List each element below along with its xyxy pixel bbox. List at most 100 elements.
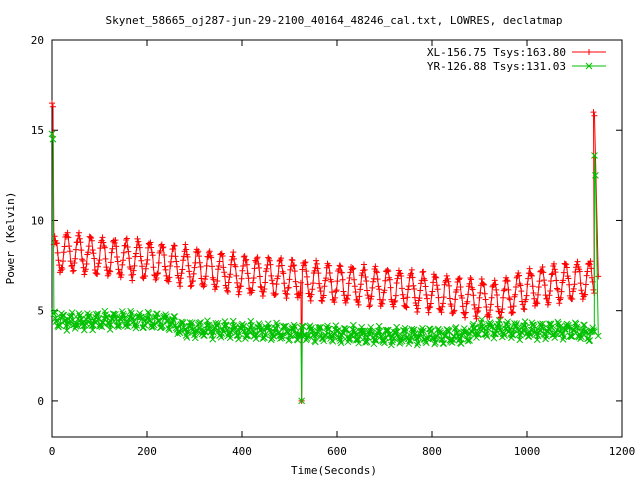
series-point-0 [420, 268, 427, 275]
series-point-0 [503, 277, 510, 284]
series-point-1 [117, 316, 125, 324]
series-point-1 [565, 324, 573, 331]
series-point-1 [72, 322, 80, 330]
series-point-0 [303, 273, 310, 280]
series-point-0 [582, 281, 589, 288]
series-point-1 [145, 310, 153, 317]
series-point-1 [334, 327, 342, 334]
series-point-0 [67, 258, 74, 265]
series-point-1 [317, 323, 325, 331]
series-point-1 [209, 335, 217, 343]
series-point-0 [195, 248, 202, 255]
x-tick-label: 600 [327, 445, 347, 458]
series-point-0 [266, 257, 273, 264]
series-point-0 [428, 292, 435, 299]
series-point-0 [338, 269, 345, 276]
series-point-0 [100, 239, 107, 246]
series-point-0 [309, 286, 316, 293]
series-point-0 [291, 268, 298, 275]
series-point-0 [376, 286, 383, 293]
series-point-0 [202, 273, 209, 280]
series-point-0 [577, 280, 584, 287]
series-point-0 [521, 306, 528, 313]
series-point-1 [291, 323, 299, 331]
series-point-0 [452, 296, 459, 303]
series-point-0 [293, 283, 300, 290]
series-point-0 [569, 295, 576, 302]
series-point-1 [133, 321, 141, 329]
series-point-1 [162, 311, 169, 318]
series-point-0 [482, 296, 489, 303]
series-point-1 [452, 323, 460, 331]
series-point-0 [272, 291, 279, 298]
series-point-1 [51, 308, 59, 316]
series-point-0 [244, 270, 251, 277]
series-point-0 [394, 275, 401, 282]
series-point-0 [571, 281, 578, 288]
series-point-0 [421, 277, 428, 284]
series-point-0 [595, 273, 602, 280]
series-point-1 [172, 322, 179, 329]
series-point-0 [544, 295, 551, 302]
series-point-0 [131, 262, 138, 269]
series-point-1 [159, 322, 166, 330]
series-point-0 [545, 299, 552, 306]
series-point-0 [136, 241, 143, 248]
series-point-1 [235, 330, 243, 337]
series-point-1 [192, 328, 200, 336]
series-point-0 [64, 229, 71, 236]
series-point-0 [342, 299, 349, 306]
series-point-0 [569, 288, 576, 295]
series-point-0 [509, 308, 516, 315]
series-point-0 [281, 280, 288, 287]
series-point-1 [577, 333, 585, 341]
series-point-0 [474, 309, 481, 316]
series-point-0 [132, 253, 139, 260]
series-point-1 [302, 336, 310, 344]
series-point-0 [297, 289, 304, 296]
series-point-0 [186, 268, 193, 275]
series-point-0 [75, 229, 82, 236]
series-point-0 [449, 310, 456, 317]
series-point-1 [591, 152, 598, 159]
series-point-0 [550, 260, 557, 267]
series-point-0 [439, 303, 446, 310]
series-point-0 [512, 291, 519, 298]
series-point-0 [51, 233, 58, 240]
series-point-0 [240, 262, 247, 269]
series-point-1 [468, 328, 476, 336]
series-point-1 [106, 320, 113, 328]
series-point-0 [278, 255, 285, 262]
series-point-0 [518, 288, 525, 295]
series-point-0 [272, 290, 279, 297]
series-point-0 [481, 281, 488, 288]
series-point-0 [473, 315, 480, 322]
series-point-0 [321, 283, 328, 290]
series-point-0 [275, 273, 282, 280]
series-point-1 [381, 333, 389, 341]
legend-marker-1 [585, 62, 593, 70]
series-0 [49, 100, 602, 404]
series-point-0 [583, 272, 590, 279]
series-point-0 [512, 283, 519, 290]
series-point-0 [160, 244, 167, 251]
series-point-0 [216, 258, 223, 265]
series-point-0 [176, 279, 183, 286]
series-point-0 [351, 283, 358, 290]
series-point-0 [487, 301, 494, 308]
series-point-0 [197, 263, 204, 270]
series-point-0 [404, 294, 411, 301]
series-point-0 [281, 287, 288, 294]
series-point-0 [326, 262, 333, 269]
series-point-0 [188, 282, 195, 289]
series-point-0 [256, 264, 263, 271]
series-point-0 [565, 275, 572, 282]
y-tick-label: 20 [31, 34, 44, 47]
series-point-0 [81, 271, 88, 278]
series-point-0 [170, 246, 177, 253]
series-point-0 [494, 303, 501, 310]
series-point-0 [456, 275, 463, 282]
series-point-0 [124, 244, 131, 251]
series-line-0 [51, 103, 599, 401]
series-point-0 [214, 278, 221, 285]
